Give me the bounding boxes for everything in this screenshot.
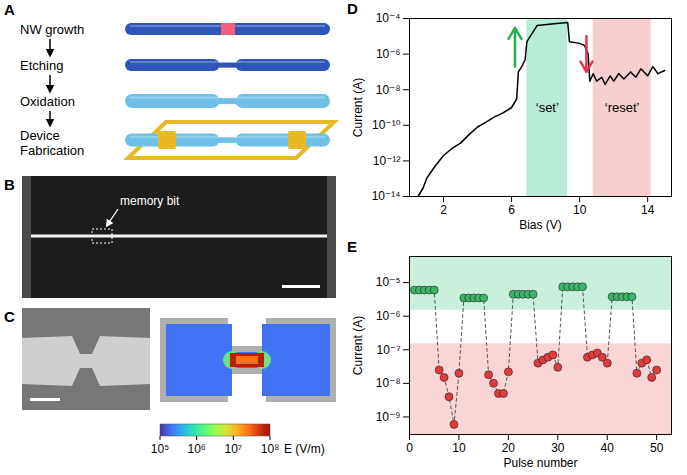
html-text:D: D bbox=[347, 0, 358, 17]
svg-text:Etching: Etching bbox=[20, 58, 63, 73]
svg-text:memory bit: memory bit bbox=[120, 194, 180, 208]
svg-text:20: 20 bbox=[502, 441, 516, 455]
svg-text:10⁻⁴: 10⁻⁴ bbox=[376, 11, 401, 25]
svg-text:10⁻⁷: 10⁻⁷ bbox=[376, 343, 400, 357]
svg-text:40: 40 bbox=[601, 441, 615, 455]
svg-text:Bias (V): Bias (V) bbox=[519, 218, 562, 232]
svg-text:10⁻⁶: 10⁻⁶ bbox=[376, 47, 401, 61]
svg-text:10⁻⁸: 10⁻⁸ bbox=[376, 376, 401, 390]
svg-text:10⁻¹²: 10⁻¹² bbox=[373, 154, 401, 168]
svg-text:10⁻⁹: 10⁻⁹ bbox=[376, 410, 401, 424]
svg-text:Current (A): Current (A) bbox=[351, 78, 365, 137]
svg-text:B: B bbox=[4, 176, 15, 193]
svg-text:10⁻⁸: 10⁻⁸ bbox=[376, 83, 401, 97]
svg-text:‘set’: ‘set’ bbox=[536, 100, 559, 115]
svg-text:10: 10 bbox=[452, 441, 466, 455]
svg-text:10⁵: 10⁵ bbox=[151, 442, 169, 456]
svg-text:Current (A): Current (A) bbox=[351, 316, 365, 375]
svg-text:10⁶: 10⁶ bbox=[188, 442, 206, 456]
svg-text:14: 14 bbox=[641, 203, 655, 217]
svg-text:Pulse number: Pulse number bbox=[503, 456, 577, 470]
svg-text:C: C bbox=[4, 308, 15, 325]
svg-text:10⁻⁶: 10⁻⁶ bbox=[376, 309, 401, 323]
svg-text:6: 6 bbox=[508, 203, 515, 217]
svg-text:NW growth: NW growth bbox=[20, 22, 84, 37]
svg-text:DeviceFabrication: DeviceFabrication bbox=[20, 128, 84, 158]
svg-text:10⁻¹⁰: 10⁻¹⁰ bbox=[372, 118, 401, 132]
svg-text:10⁷: 10⁷ bbox=[224, 442, 242, 456]
svg-text:10⁻⁵: 10⁻⁵ bbox=[376, 275, 401, 289]
html-text:E: E bbox=[347, 238, 357, 255]
svg-text:A: A bbox=[4, 1, 15, 18]
svg-text:10⁻¹⁴: 10⁻¹⁴ bbox=[372, 189, 401, 203]
svg-text:2: 2 bbox=[440, 203, 447, 217]
svg-text:10: 10 bbox=[573, 203, 587, 217]
svg-text:10⁸: 10⁸ bbox=[261, 442, 279, 456]
svg-text:50: 50 bbox=[650, 441, 664, 455]
svg-text:‘reset’: ‘reset’ bbox=[605, 100, 640, 115]
svg-text:0: 0 bbox=[406, 441, 413, 455]
svg-text:E (V/m): E (V/m) bbox=[284, 442, 325, 456]
svg-text:30: 30 bbox=[551, 441, 565, 455]
svg-text:Oxidation: Oxidation bbox=[20, 94, 75, 109]
